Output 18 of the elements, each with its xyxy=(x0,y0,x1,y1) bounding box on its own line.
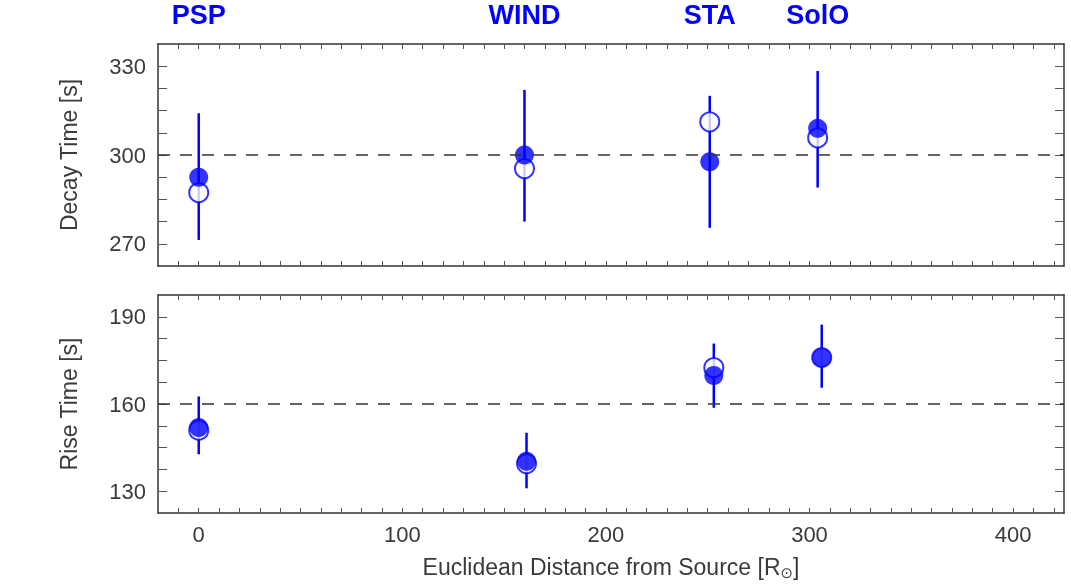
text: PSP xyxy=(171,0,226,30)
text: SolO xyxy=(786,0,850,30)
text: STA xyxy=(683,0,736,30)
y-axis-title: Decay Time [s] xyxy=(55,78,82,232)
y-tick-label: 190 xyxy=(109,304,146,330)
y-axis-title: Rise Time [s] xyxy=(55,337,82,471)
y-tick-label: 160 xyxy=(109,391,146,417)
y-tick-label: 130 xyxy=(109,478,146,504)
x-tick-label: 0 xyxy=(192,521,205,547)
y-tick-label: 270 xyxy=(109,231,146,257)
x-tick-label: 400 xyxy=(994,521,1032,547)
y-tick-label: 300 xyxy=(109,142,146,168)
x-tick-label: 300 xyxy=(791,521,828,547)
x-tick-label: 100 xyxy=(383,521,421,547)
text: WIND xyxy=(488,0,561,30)
x-tick-label: 200 xyxy=(587,521,625,547)
y-tick-label: 330 xyxy=(109,53,146,79)
x-axis-title: Euclidean Distance from Source [R⊙] xyxy=(422,553,800,581)
